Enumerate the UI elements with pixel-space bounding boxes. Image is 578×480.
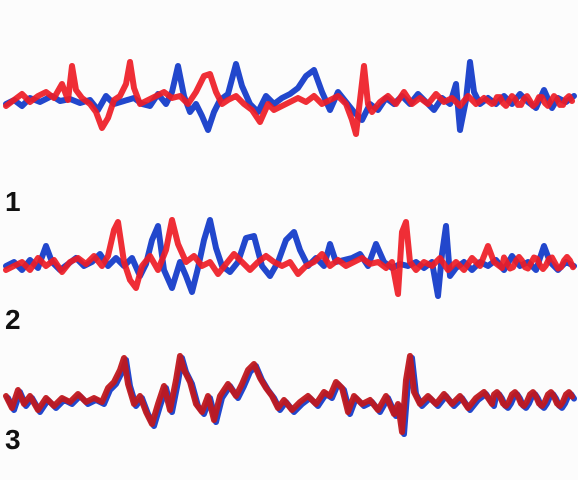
panel-1-blue-trace: [3, 59, 577, 133]
panel-1-label: 1: [5, 186, 21, 217]
panel-3-red-trace: [3, 353, 575, 435]
panel-2-red-trace: [3, 217, 576, 297]
panel-3-label: 3: [5, 424, 21, 455]
panel-2-label: 2: [5, 304, 21, 335]
panel-1-red-trace: [3, 59, 575, 137]
